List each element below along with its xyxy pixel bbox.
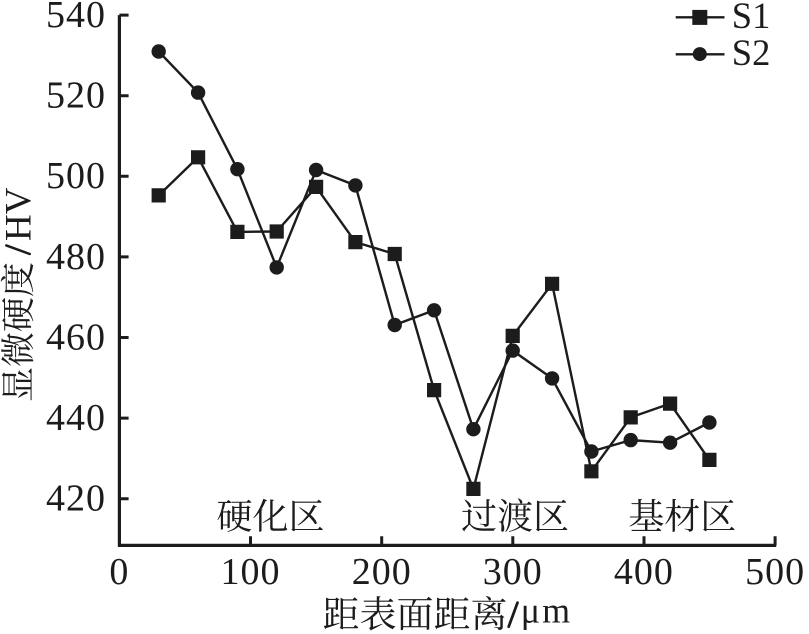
svg-text:μm: μm	[521, 591, 572, 631]
svg-text:0: 0	[109, 551, 129, 593]
svg-text:420: 420	[46, 478, 106, 520]
svg-text:520: 520	[46, 75, 106, 117]
svg-text:400: 400	[614, 551, 674, 593]
svg-text:440: 440	[46, 397, 106, 439]
svg-text:200: 200	[352, 551, 412, 593]
svg-text:460: 460	[46, 316, 106, 358]
svg-text:S1: S1	[732, 0, 771, 36]
svg-text:S2: S2	[732, 32, 771, 73]
svg-text:480: 480	[46, 236, 106, 278]
svg-text:500: 500	[46, 155, 106, 197]
svg-text:500: 500	[745, 551, 805, 593]
svg-text:HV: HV	[0, 187, 40, 241]
svg-text:300: 300	[483, 551, 543, 593]
svg-text:100: 100	[221, 551, 281, 593]
svg-text:540: 540	[46, 0, 106, 36]
